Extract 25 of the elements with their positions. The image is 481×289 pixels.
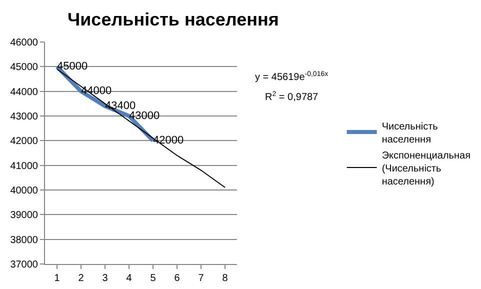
legend-label: Экспоненциальная (Чисельність населення): [382, 150, 471, 188]
y-tick-label: 45000: [10, 62, 38, 74]
y-tick-label: 44000: [10, 86, 38, 98]
y-tick-label: 46000: [10, 38, 38, 48]
y-tick-label: 43000: [10, 112, 38, 122]
chart-title: Чисельність населення: [67, 10, 279, 30]
line-series: [56, 68, 226, 188]
data-label: 45000: [57, 60, 88, 72]
y-tick-label: 40000: [10, 186, 38, 196]
x-tick-label: 4: [126, 273, 132, 284]
x-tick-label: 2: [78, 273, 84, 284]
y-tick-label: 37000: [10, 260, 38, 270]
x-tick-label: 3: [102, 273, 108, 284]
x-tick-label: 7: [198, 273, 204, 284]
x-tick-label: 5: [150, 273, 156, 284]
y-tick-label: 42000: [10, 136, 38, 148]
text: R$^{2}$ = 0,9787: [265, 91, 319, 104]
x-tick-label: 1: [54, 273, 60, 284]
y-tick-label: 41000: [10, 160, 38, 172]
x-tick-label: 8: [222, 273, 228, 284]
legend-label: Чисельність населення: [382, 121, 438, 146]
x-tick-label: 6: [174, 273, 180, 284]
y-tick-label: 38000: [10, 234, 38, 246]
text: y = 45619e$^{-0,016x}$: [255, 71, 329, 84]
y-tick-label: 39000: [10, 210, 38, 222]
